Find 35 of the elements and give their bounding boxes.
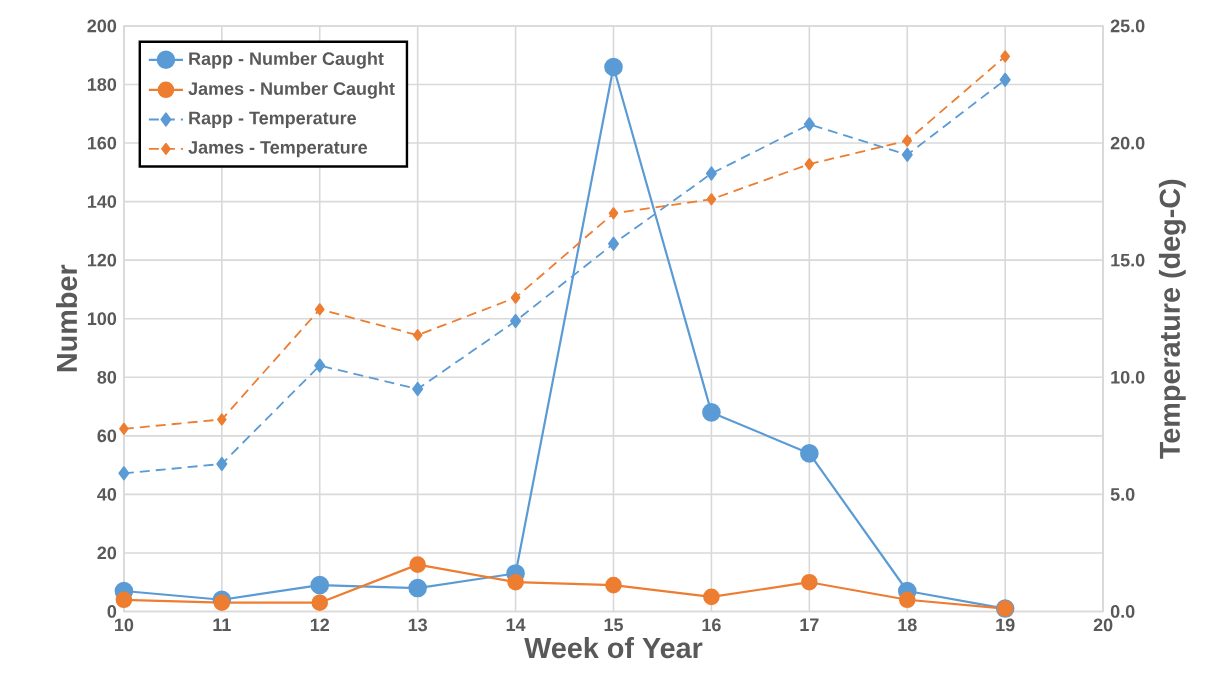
legend-label: Rapp - Number Caught: [189, 51, 384, 69]
x-tick-label: 18: [898, 618, 917, 632]
y-tick-label: 0: [107, 604, 117, 618]
x-tick-label: 13: [408, 618, 427, 632]
x-tick-label: 16: [702, 618, 721, 632]
y2-tick-label: 5.0: [1110, 487, 1135, 501]
x-tick-label: 15: [604, 618, 623, 631]
x-tick-label: 12: [310, 618, 330, 631]
y-tick-label: 80: [97, 370, 117, 384]
x-axis-title: Week of Year: [524, 636, 703, 658]
y2-tick-label: 15.0: [1111, 253, 1145, 267]
legend-label: James - Temperature: [188, 140, 368, 158]
y-tick-label: 60: [97, 429, 117, 442]
x-tick-label: 11: [213, 618, 231, 631]
x-tick-label: 10: [115, 618, 134, 632]
x-tick-label: 17: [800, 618, 819, 631]
y2-axis-title: Temperature (deg-C): [1158, 179, 1186, 459]
y-axis-title: Number: [55, 264, 78, 371]
y-tick-label: 160: [87, 136, 117, 150]
x-tick-label: 14: [506, 618, 526, 631]
x-tick-label: 20: [1093, 618, 1113, 632]
y-tick-label: 180: [87, 77, 117, 91]
y-tick-label: 40: [97, 487, 117, 501]
y-tick-label: 200: [87, 19, 117, 33]
y-tick-label: 140: [87, 195, 117, 208]
y2-tick-label: 10.0: [1111, 370, 1145, 384]
legend-label: Rapp - Temperature: [189, 111, 357, 128]
y2-tick-label: 25.0: [1110, 19, 1145, 33]
legend-label: James - Number Caught: [188, 81, 395, 99]
x-tick-label: 19: [996, 618, 1015, 632]
y-tick-label: 20: [97, 546, 117, 560]
y2-tick-label: 20.0: [1110, 136, 1145, 150]
y-tick-label: 100: [87, 312, 117, 325]
y2-tick-label: 0.0: [1110, 604, 1135, 618]
y-tick-label: 120: [87, 253, 117, 267]
